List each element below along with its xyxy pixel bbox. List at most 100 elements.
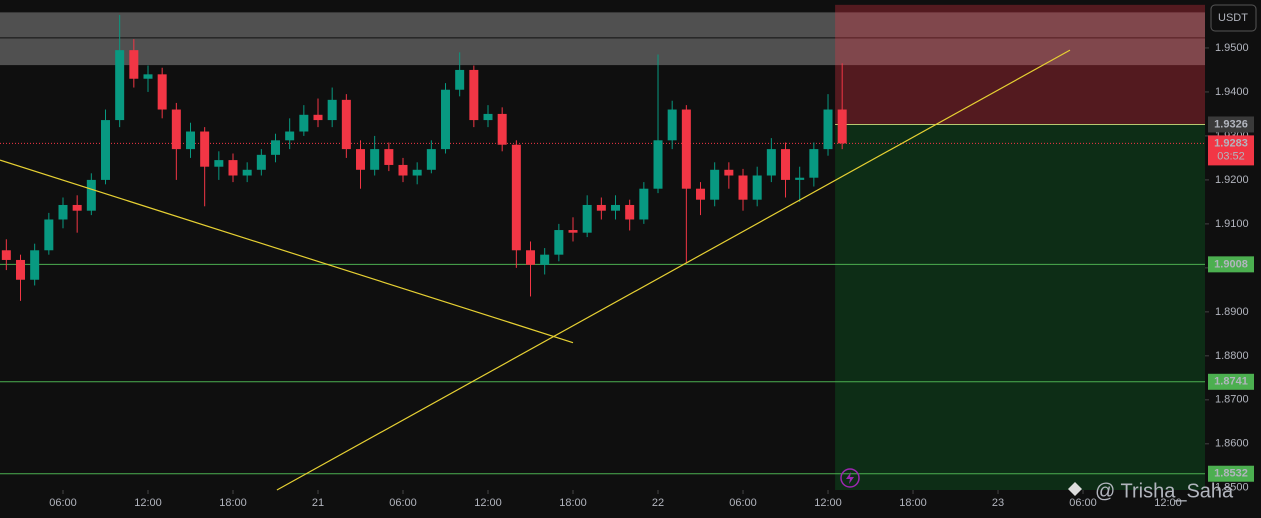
currency: USDT [1218,12,1248,24]
candle-body [596,204,606,211]
y-tick-label: 1.9500 [1215,42,1249,54]
x-tick-label: 12:00 [474,497,502,509]
candle-body [299,114,309,132]
x-tick-label: 06:00 [729,497,757,509]
candle-body [72,204,82,211]
candle-body [710,169,720,200]
y-tick-label: 1.8800 [1215,350,1249,362]
level-label: 1.8741 [1214,376,1248,388]
candle-body [271,140,281,155]
y-tick-label: 1.9200 [1215,174,1249,186]
candle-body [143,74,153,79]
x-tick-label: 12:00 [814,497,842,509]
level-label: 1.9326 [1214,118,1248,130]
level-label-box [1208,256,1254,273]
candle-body [186,131,196,150]
candle-body [611,204,621,211]
candle-body [426,149,436,170]
candle-body [738,175,748,200]
x-tick-label: 06:00 [389,497,417,509]
candle-body [44,219,54,251]
candle-body [412,169,422,176]
candle-body [795,177,805,180]
trendline [276,49,1071,491]
candle-body [625,204,635,220]
y-tick-label: 1.8900 [1215,306,1249,318]
candle-body [554,230,564,255]
y-tick-label: 1.8700 [1215,394,1249,406]
candle-body [30,250,40,280]
candle-body [752,175,762,200]
candle-body [837,109,847,144]
candle-body [483,113,493,121]
candle-body [540,254,550,265]
last-price-label: 1.9283 [1214,137,1248,149]
candle-body [582,204,592,233]
y-tick-label: 1.9100 [1215,218,1249,230]
candle-body [242,169,252,176]
candle-body [101,120,111,180]
candle-body [667,109,677,141]
stop-zone [835,4,1205,125]
level-label-box [1208,116,1254,133]
resistance-zone [0,11,1205,66]
candle-body [781,149,791,180]
candle-body [455,69,465,90]
candle-body [441,89,451,150]
y-tick-label: 1.9400 [1215,86,1249,98]
level-label: 1.8532 [1214,468,1248,480]
candle-body [86,179,96,211]
candle-body [200,131,210,167]
candle-body [568,230,578,233]
candle-body [469,69,479,121]
x-tick-label: 18:00 [559,497,587,509]
x-tick-label: 22 [652,497,664,509]
candle-body [696,188,706,200]
y-tick-label: 1.8600 [1215,438,1249,450]
candle-body [285,131,295,141]
candle-body [511,144,521,251]
candle-body [313,114,323,121]
candle-body [115,50,125,121]
candle-body [58,204,68,220]
candle-body [526,250,536,265]
currency-box[interactable] [1210,4,1257,32]
candle-body [639,188,649,220]
candle-body [228,160,238,176]
watermark-logo [1068,482,1082,496]
x-tick-label: 18:00 [899,497,927,509]
candle-body [1,250,11,260]
candle-body [256,154,266,170]
last-price-box [1208,135,1254,166]
candle-body [384,149,394,165]
watermark: @ Trisha_Saha [1095,480,1234,502]
candle-body [497,113,507,145]
candle-body [766,149,776,176]
trendline [0,159,574,344]
candle-body [341,99,351,150]
candle-body [15,259,25,280]
candle-body [356,149,366,170]
candle-body [681,109,691,189]
level-label-box [1208,465,1254,482]
candle-body [214,160,224,167]
y-tick-label: 1.8500 [1215,482,1249,494]
x-tick-label: 21 [312,497,324,509]
x-tick-label: 06:00 [49,497,77,509]
x-tick-label: 06:00 [1069,497,1097,509]
event-icon[interactable] [840,468,860,488]
x-tick-label: 23 [992,497,1004,509]
x-tick-label: 18:00 [219,497,247,509]
candle-body [370,149,380,170]
candle-body [724,169,734,176]
candle-body [653,140,663,189]
candle-body [129,50,139,79]
candle-body [809,149,819,178]
x-tick-label: 12:00 [134,497,162,509]
target-zone [835,124,1205,490]
event-bolt [846,472,854,484]
